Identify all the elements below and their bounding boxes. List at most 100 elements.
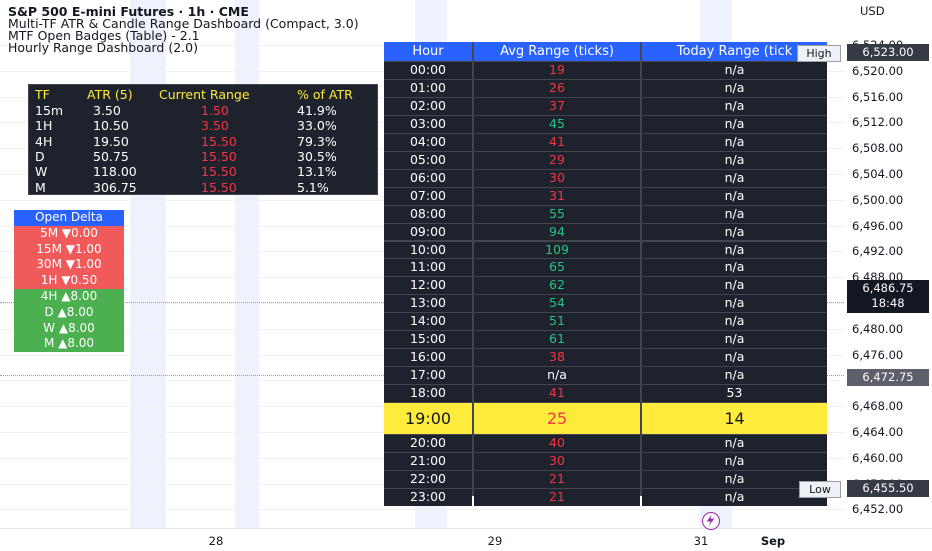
hourly-avg-cell: 62 — [474, 277, 640, 295]
time-tick: Sep — [760, 534, 786, 548]
hourly-avg-cell: 61 — [474, 331, 640, 349]
open-delta-row: 15M ▼1.00 — [14, 241, 124, 258]
hourly-hour-cell: 06:00 — [384, 169, 472, 187]
atr-cell-pct: 33.0% — [297, 118, 337, 134]
hourly-hour-cell: 20:00 — [384, 435, 472, 452]
hourly-today-cell: n/a — [642, 259, 827, 277]
indicator-legend-atr[interactable]: Multi-TF ATR & Candle Range Dashboard (C… — [8, 16, 359, 31]
hourly-today-cell: n/a — [642, 169, 827, 187]
indicator-legend-hourly[interactable]: Hourly Range Dashboard (2.0) — [8, 40, 198, 55]
hourly-today-cell: n/a — [642, 367, 827, 385]
atr-row: W 118.00 15.50 13.1% — [29, 164, 377, 180]
atr-header-cell: TF — [35, 87, 50, 102]
price-level-label: 6,464.00 — [852, 425, 904, 439]
open-delta-row: M ▲8.00 — [14, 336, 124, 353]
hourly-header-cell: Avg Range (ticks) — [474, 42, 640, 61]
hourly-hour-cell: 12:00 — [384, 277, 472, 295]
atr-cell-atr: 3.50 — [93, 103, 121, 118]
hourly-today-cell: n/a — [642, 79, 827, 97]
hourly-avg-cell: 37 — [474, 97, 640, 115]
price-axis[interactable] — [844, 0, 932, 528]
atr-cell-pct: 13.1% — [297, 164, 337, 180]
atr-dashboard-table: TF ATR (5) Current Range% of ATR 15m 3.50 1.5… — [28, 84, 378, 195]
hourly-hour-cell: 00:00 — [384, 62, 472, 79]
hourly-today-cell: n/a — [642, 295, 827, 313]
time-axis[interactable] — [0, 528, 932, 551]
atr-cell-tf: 15m — [35, 103, 64, 118]
open-delta-row: D ▲8.00 — [14, 304, 124, 321]
hourly-hour-cell: 15:00 — [384, 331, 472, 349]
hourly-header-cell: Today Range (tick — [642, 42, 827, 61]
hourly-hour-cell: 22:00 — [384, 470, 472, 488]
hourly-hour-cell: 10:00 — [384, 241, 472, 259]
hourly-today-cell: n/a — [642, 470, 827, 488]
price-level-label: 6,508.00 — [852, 141, 904, 156]
hourly-avg-cell: 21 — [474, 488, 640, 506]
hourly-hour-cell: 01:00 — [384, 79, 472, 97]
hourly-range-table: Hour Avg Range (ticks) Today Range (tick 00… — [384, 42, 827, 506]
price-level-label: 6,452.00 — [852, 502, 904, 517]
hourly-header-cell: Hour — [384, 42, 472, 61]
prev-close-tag: 6,472.75 — [847, 369, 929, 386]
current-hour-today-cell: 14 — [642, 403, 827, 435]
price-level-label: 6,516.00 — [852, 89, 904, 104]
atr-cell-atr: 19.50 — [93, 133, 129, 149]
low-label: Low — [799, 481, 841, 498]
atr-cell-pct: 79.3% — [297, 133, 337, 149]
hourly-today-cell: n/a — [642, 133, 827, 151]
hourly-avg-cell: 41 — [474, 133, 640, 151]
hourly-today-cell: n/a — [642, 331, 827, 349]
indicator-legend-open-badges[interactable]: MTF Open Badges (Table) - 2.1 — [8, 28, 200, 43]
price-level-label: 6,492.00 — [852, 244, 904, 259]
hourly-hour-cell: 17:00 — [384, 367, 472, 385]
hourly-hour-cell: 16:00 — [384, 349, 472, 367]
price-level-label: 6,520.00 — [852, 63, 904, 78]
hourly-today-cell: n/a — [642, 349, 827, 367]
price-level-label: 6,504.00 — [852, 167, 904, 181]
atr-row: M 306.75 15.50 5.1% — [29, 180, 377, 196]
hourly-avg-cell: 41 — [474, 385, 640, 403]
high-label: High — [797, 45, 841, 62]
hourly-avg-cell: 40 — [474, 435, 640, 452]
instrument-title[interactable]: S&P 500 E-mini Futures · 1h · CME — [8, 4, 249, 19]
grid-line — [0, 509, 844, 511]
high-price-tag: 6,523.00 — [847, 44, 929, 61]
hourly-hour-cell: 09:00 — [384, 223, 472, 241]
hourly-hour-cell: 08:00 — [384, 205, 472, 223]
hourly-avg-cell: 55 — [474, 205, 640, 223]
hourly-today-cell: n/a — [642, 313, 827, 331]
atr-cell-pct: 5.1% — [297, 179, 329, 195]
current-price-value: 6,486.75 — [862, 281, 914, 295]
current-hour-avg-cell: 25 — [474, 403, 640, 435]
price-level-label: 6,460.00 — [852, 450, 904, 465]
hourly-today-cell: n/a — [642, 277, 827, 295]
hourly-hour-cell: 18:00 — [384, 385, 472, 403]
atr-cell-atr: 118.00 — [93, 164, 137, 180]
atr-cell-tf: 4H — [35, 133, 53, 149]
hourly-today-cell: 53 — [642, 385, 827, 403]
currency-label[interactable]: USD — [860, 4, 885, 18]
hourly-today-cell: n/a — [642, 488, 827, 506]
hourly-today-cell: n/a — [642, 62, 827, 79]
atr-cell-atr: 306.75 — [93, 179, 137, 195]
hourly-avg-cell: n/a — [474, 367, 640, 385]
atr-row: 4H 19.50 15.50 79.3% — [29, 134, 377, 150]
hourly-avg-cell: 38 — [474, 349, 640, 367]
hourly-avg-cell: 109 — [474, 241, 640, 259]
atr-header-cell: % of ATR — [297, 87, 353, 102]
atr-cell-atr: 10.50 — [93, 118, 129, 134]
hourly-hour-cell: 21:00 — [384, 453, 472, 470]
lightning-icon[interactable] — [702, 512, 720, 530]
price-level-label: 6,496.00 — [852, 218, 904, 233]
hourly-avg-cell: 45 — [474, 115, 640, 133]
open-delta-table: Open Delta 5M ▼0.00 15M ▼1.00 30M ▼1.00 1H … — [14, 210, 124, 353]
price-level-label: 6,512.00 — [852, 115, 904, 130]
hourly-today-cell: n/a — [642, 151, 827, 169]
hourly-avg-cell: 30 — [474, 169, 640, 187]
atr-cell-range: 15.50 — [201, 148, 237, 164]
atr-cell-range: 3.50 — [201, 118, 229, 134]
hourly-hour-cell: 02:00 — [384, 97, 472, 115]
hourly-avg-cell: 21 — [474, 470, 640, 488]
atr-cell-range: 15.50 — [201, 164, 237, 180]
hourly-hour-cell: 14:00 — [384, 313, 472, 331]
